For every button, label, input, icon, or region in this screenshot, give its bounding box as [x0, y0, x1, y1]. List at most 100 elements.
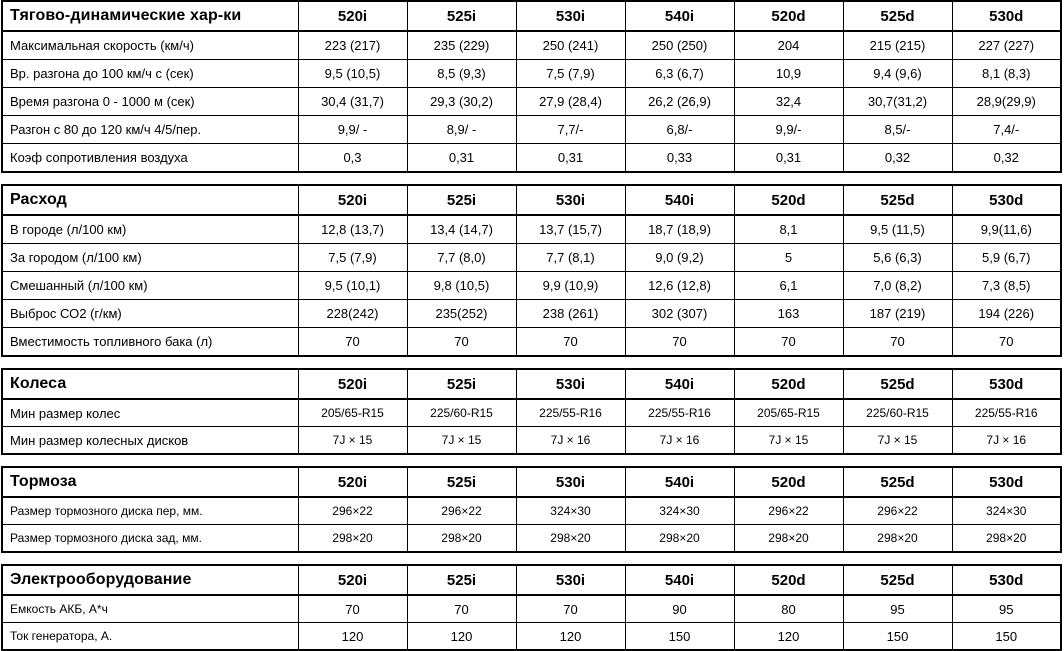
cell-525i: 70: [406, 594, 517, 623]
cell-530d: 7,4/-: [951, 115, 1062, 144]
cell-520i: 70: [297, 327, 408, 357]
cell-520d: 10,9: [733, 59, 844, 88]
cell-540i: 298×20: [624, 524, 735, 553]
column-header-530d: 530d: [951, 0, 1062, 32]
cell-530d: 7,3 (8,5): [951, 271, 1062, 300]
cell-525i: 120: [406, 622, 517, 651]
cell-530d: 227 (227): [951, 30, 1062, 60]
cell-525i: 9,8 (10,5): [406, 271, 517, 300]
cell-520i: 120: [297, 622, 408, 651]
column-header-525d: 525d: [842, 368, 953, 400]
section-header-row: Тормоза 520i 525i 530i 540i 520d 525d 530d: [1, 466, 1062, 498]
column-header-520d: 520d: [733, 368, 844, 400]
cell-520i: 30,4 (31,7): [297, 87, 408, 116]
column-header-540i: 540i: [624, 466, 735, 498]
cell-525i: 296×22: [406, 496, 517, 525]
cell-530d: 225/55-R16: [951, 398, 1062, 427]
column-header-520d: 520d: [733, 184, 844, 216]
column-header-525i: 525i: [406, 466, 517, 498]
cell-540i: 70: [624, 327, 735, 357]
cell-530d: 28,9(29,9): [951, 87, 1062, 116]
column-header-540i: 540i: [624, 0, 735, 32]
column-header-520i: 520i: [297, 466, 408, 498]
cell-520i: 70: [297, 594, 408, 623]
cell-540i: 6,8/-: [624, 115, 735, 144]
section-header-row: Тягово-динамические хар-ки 520i 525i 530i 54…: [1, 0, 1062, 32]
column-header-525d: 525d: [842, 0, 953, 32]
cell-530d: 5,9 (6,7): [951, 243, 1062, 272]
column-header-530d: 530d: [951, 184, 1062, 216]
column-header-520i: 520i: [297, 184, 408, 216]
row-label: Емкость АКБ, А*ч: [1, 594, 299, 623]
cell-520i: 205/65-R15: [297, 398, 408, 427]
column-header-530d: 530d: [951, 368, 1062, 400]
row-label: За городом (л/100 км): [1, 243, 299, 272]
cell-525i: 235(252): [406, 299, 517, 328]
column-header-530i: 530i: [515, 368, 626, 400]
column-header-525d: 525d: [842, 466, 953, 498]
row-label: Время разгона 0 - 1000 м (сек): [1, 87, 299, 116]
cell-525d: 298×20: [842, 524, 953, 553]
table-row: Вместимость топливного бака (л) 70 70 70 70 7…: [1, 327, 1062, 357]
column-header-520i: 520i: [297, 0, 408, 32]
cell-530i: 70: [515, 594, 626, 623]
cell-530i: 70: [515, 327, 626, 357]
cell-520d: 296×22: [733, 496, 844, 525]
table-row: В городе (л/100 км) 12,8 (13,7) 13,4 (14,7…: [1, 214, 1062, 244]
cell-520d: 32,4: [733, 87, 844, 116]
cell-530i: 238 (261): [515, 299, 626, 328]
table-row: Мин размер колес 205/65-R15 225/60-R15 225/…: [1, 398, 1062, 427]
cell-530d: 8,1 (8,3): [951, 59, 1062, 88]
row-label: Смешанный (л/100 км): [1, 271, 299, 300]
cell-540i: 18,7 (18,9): [624, 214, 735, 244]
row-label: Разгон с 80 до 120 км/ч 4/5/пер.: [1, 115, 299, 144]
section-title: Тягово-динамические хар-ки: [1, 0, 299, 32]
cell-525d: 187 (219): [842, 299, 953, 328]
table-row: За городом (л/100 км) 7,5 (7,9) 7,7 (8,0) 7…: [1, 243, 1062, 272]
column-header-540i: 540i: [624, 184, 735, 216]
column-header-540i: 540i: [624, 564, 735, 596]
section-dynamics: Тягово-динамические хар-ки 520i 525i 530i 54…: [1, 0, 1062, 173]
cell-520i: 296×22: [297, 496, 408, 525]
cell-520d: 70: [733, 327, 844, 357]
cell-530i: 9,9 (10,9): [515, 271, 626, 300]
cell-525d: 70: [842, 327, 953, 357]
cell-525d: 7,0 (8,2): [842, 271, 953, 300]
cell-520d: 9,9/-: [733, 115, 844, 144]
cell-525i: 235 (229): [406, 30, 517, 60]
column-header-525i: 525i: [406, 0, 517, 32]
section-wheels: Колеса 520i 525i 530i 540i 520d 525d 530d Мин ра…: [1, 368, 1062, 455]
cell-530i: 27,9 (28,4): [515, 87, 626, 116]
cell-525i: 225/60-R15: [406, 398, 517, 427]
section-header-row: Расход 520i 525i 530i 540i 520d 525d 530d: [1, 184, 1062, 216]
cell-525i: 298×20: [406, 524, 517, 553]
cell-530d: 9,9(11,6): [951, 214, 1062, 244]
cell-525d: 95: [842, 594, 953, 623]
table-row: Смешанный (л/100 км) 9,5 (10,1) 9,8 (10,5)…: [1, 271, 1062, 300]
cell-525i: 8,9/ -: [406, 115, 517, 144]
cell-540i: 225/55-R16: [624, 398, 735, 427]
column-header-530i: 530i: [515, 466, 626, 498]
column-header-525i: 525i: [406, 368, 517, 400]
cell-520i: 9,9/ -: [297, 115, 408, 144]
row-label: Размер тормозного диска зад, мм.: [1, 524, 299, 553]
cell-520d: 298×20: [733, 524, 844, 553]
cell-520d: 163: [733, 299, 844, 328]
cell-530i: 250 (241): [515, 30, 626, 60]
column-header-530i: 530i: [515, 184, 626, 216]
cell-520d: 6,1: [733, 271, 844, 300]
cell-540i: 9,0 (9,2): [624, 243, 735, 272]
column-header-525i: 525i: [406, 564, 517, 596]
cell-520d: 5: [733, 243, 844, 272]
cell-530i: 7,7/-: [515, 115, 626, 144]
cell-525d: 30,7(31,2): [842, 87, 953, 116]
row-label: Мин размер колесных дисков: [1, 426, 299, 455]
cell-520d: 205/65-R15: [733, 398, 844, 427]
cell-530d: 7J × 16: [951, 426, 1062, 455]
cell-525d: 150: [842, 622, 953, 651]
cell-530i: 7,7 (8,1): [515, 243, 626, 272]
cell-530i: 7J × 16: [515, 426, 626, 455]
cell-525i: 7,7 (8,0): [406, 243, 517, 272]
table-row: Максимальная скорость (км/ч) 223 (217) 235…: [1, 30, 1062, 60]
cell-530d: 70: [951, 327, 1062, 357]
